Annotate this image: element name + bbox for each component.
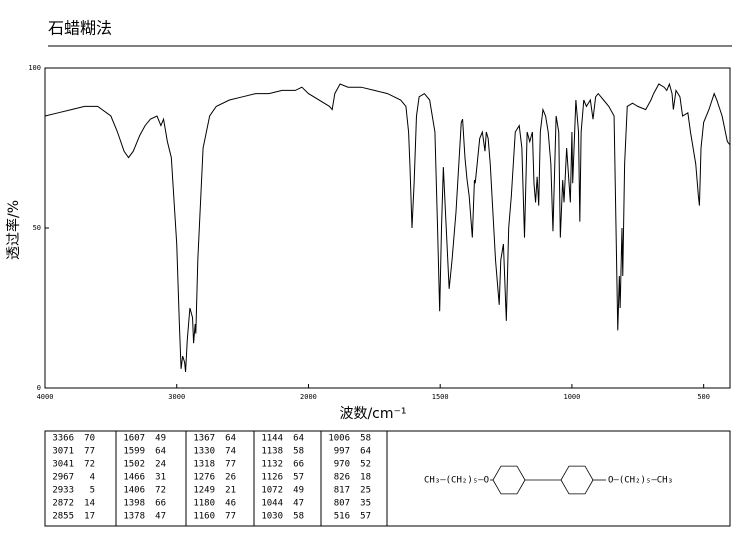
peak-transmittance: 77 bbox=[84, 447, 95, 457]
peak-transmittance: 66 bbox=[155, 499, 166, 509]
peak-wavenumber: 1132 bbox=[261, 460, 283, 470]
peak-transmittance: 72 bbox=[84, 460, 95, 470]
peak-wavenumber: 2933 bbox=[52, 486, 74, 496]
peak-transmittance: 77 bbox=[225, 460, 236, 470]
peak-transmittance: 47 bbox=[293, 499, 304, 509]
peak-wavenumber: 3041 bbox=[52, 460, 74, 470]
benzene-ring bbox=[492, 465, 526, 495]
peak-transmittance: 25 bbox=[360, 486, 371, 496]
peak-transmittance: 77 bbox=[225, 512, 236, 522]
peak-transmittance: 18 bbox=[360, 473, 371, 483]
y-tick-label: 0 bbox=[37, 384, 41, 392]
peak-transmittance: 64 bbox=[225, 434, 236, 444]
peak-wavenumber: 1466 bbox=[123, 473, 145, 483]
peak-transmittance: 35 bbox=[360, 499, 371, 509]
peak-wavenumber: 3366 bbox=[52, 434, 74, 444]
peak-wavenumber: 1249 bbox=[193, 486, 215, 496]
peak-wavenumber: 1607 bbox=[123, 434, 145, 444]
peak-transmittance: 5 bbox=[90, 486, 95, 496]
peak-wavenumber: 1406 bbox=[123, 486, 145, 496]
peak-transmittance: 47 bbox=[155, 512, 166, 522]
structure bbox=[490, 465, 606, 495]
y-tick-label: 100 bbox=[28, 64, 41, 72]
x-tick-label: 1000 bbox=[563, 393, 580, 401]
peak-transmittance: 26 bbox=[225, 473, 236, 483]
peak-wavenumber: 1180 bbox=[193, 499, 215, 509]
peak-wavenumber: 1398 bbox=[123, 499, 145, 509]
peak-transmittance: 70 bbox=[84, 434, 95, 444]
peak-transmittance: 52 bbox=[360, 460, 371, 470]
peak-transmittance: 58 bbox=[293, 512, 304, 522]
peak-transmittance: 31 bbox=[155, 473, 166, 483]
peak-wavenumber: 516 bbox=[334, 512, 350, 522]
peak-transmittance: 58 bbox=[293, 447, 304, 457]
peak-wavenumber: 1072 bbox=[261, 486, 283, 496]
peak-transmittance: 64 bbox=[360, 447, 371, 457]
peak-transmittance: 14 bbox=[84, 499, 95, 509]
peak-wavenumber: 1030 bbox=[261, 512, 283, 522]
peak-wavenumber: 826 bbox=[334, 473, 350, 483]
peak-wavenumber: 1276 bbox=[193, 473, 215, 483]
peak-wavenumber: 997 bbox=[334, 447, 350, 457]
peak-wavenumber: 1367 bbox=[193, 434, 215, 444]
peak-wavenumber: 2967 bbox=[52, 473, 74, 483]
peak-wavenumber: 1044 bbox=[261, 499, 283, 509]
x-tick-label: 500 bbox=[697, 393, 710, 401]
benzene-ring bbox=[560, 465, 594, 495]
peak-transmittance: 58 bbox=[360, 434, 371, 444]
peak-wavenumber: 1144 bbox=[261, 434, 283, 444]
peak-transmittance: 21 bbox=[225, 486, 236, 496]
peak-wavenumber: 1160 bbox=[193, 512, 215, 522]
y-axis-label: 透过率/% bbox=[5, 200, 22, 260]
peak-wavenumber: 1318 bbox=[193, 460, 215, 470]
peak-transmittance: 57 bbox=[293, 473, 304, 483]
peak-transmittance: 24 bbox=[155, 460, 166, 470]
peak-wavenumber: 1330 bbox=[193, 447, 215, 457]
peak-transmittance: 74 bbox=[225, 447, 236, 457]
peak-wavenumber: 817 bbox=[334, 486, 350, 496]
spectrum-line bbox=[44, 82, 731, 373]
peak-wavenumber: 2855 bbox=[52, 512, 74, 522]
peak-wavenumber: 1126 bbox=[261, 473, 283, 483]
peak-transmittance: 49 bbox=[293, 486, 304, 496]
peak-wavenumber: 2872 bbox=[52, 499, 74, 509]
peak-transmittance: 49 bbox=[155, 434, 166, 444]
peak-wavenumber: 807 bbox=[334, 499, 350, 509]
peak-transmittance: 64 bbox=[155, 447, 166, 457]
x-tick-label: 4000 bbox=[37, 393, 54, 401]
peak-wavenumber: 1599 bbox=[123, 447, 145, 457]
peak-wavenumber: 1502 bbox=[123, 460, 145, 470]
peak-wavenumber: 1006 bbox=[328, 434, 350, 444]
peak-wavenumber: 1138 bbox=[261, 447, 283, 457]
peak-transmittance: 57 bbox=[360, 512, 371, 522]
x-tick-label: 2000 bbox=[300, 393, 317, 401]
peak-transmittance: 4 bbox=[90, 473, 95, 483]
x-tick-label: 3000 bbox=[168, 393, 185, 401]
peak-transmittance: 46 bbox=[225, 499, 236, 509]
peak-transmittance: 17 bbox=[84, 512, 95, 522]
peak-wavenumber: 970 bbox=[334, 460, 350, 470]
right-chain: O—(CH₂)₅—CH₃ bbox=[608, 476, 673, 486]
peak-transmittance: 72 bbox=[155, 486, 166, 496]
x-axis-label: 波数/cm⁻¹ bbox=[339, 406, 406, 422]
peak-transmittance: 64 bbox=[293, 434, 304, 444]
left-chain: CH₃—(CH₂)₅—O bbox=[424, 476, 489, 486]
chart-title: 石蜡糊法 bbox=[48, 19, 112, 38]
peak-wavenumber: 1378 bbox=[123, 512, 145, 522]
x-tick-label: 1500 bbox=[432, 393, 449, 401]
y-tick-label: 50 bbox=[33, 224, 41, 232]
peak-transmittance: 66 bbox=[293, 460, 304, 470]
peak-wavenumber: 3071 bbox=[52, 447, 74, 457]
